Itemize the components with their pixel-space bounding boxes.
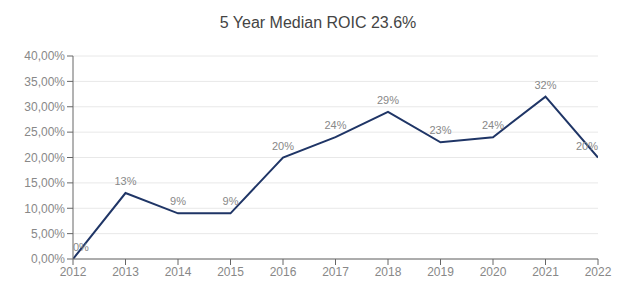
svg-text:10,00%: 10,00%: [24, 202, 65, 216]
svg-text:0,00%: 0,00%: [31, 252, 65, 266]
svg-text:2018: 2018: [375, 265, 402, 279]
svg-text:2017: 2017: [322, 265, 349, 279]
svg-text:2013: 2013: [112, 265, 139, 279]
svg-text:13%: 13%: [114, 175, 136, 187]
svg-text:9%: 9%: [223, 195, 239, 207]
svg-text:20%: 20%: [272, 140, 294, 152]
svg-text:32%: 32%: [534, 79, 556, 91]
svg-text:2019: 2019: [427, 265, 454, 279]
svg-text:40,00%: 40,00%: [24, 49, 65, 63]
svg-text:5,00%: 5,00%: [31, 227, 65, 241]
svg-text:35,00%: 35,00%: [24, 75, 65, 89]
svg-text:20,00%: 20,00%: [24, 151, 65, 165]
svg-text:2020: 2020: [480, 265, 507, 279]
svg-text:9%: 9%: [170, 195, 186, 207]
svg-text:2014: 2014: [165, 265, 192, 279]
svg-text:2015: 2015: [217, 265, 244, 279]
svg-text:24%: 24%: [324, 119, 346, 131]
svg-text:29%: 29%: [377, 94, 399, 106]
svg-text:0%: 0%: [73, 241, 89, 253]
svg-text:25,00%: 25,00%: [24, 125, 65, 139]
svg-text:2022: 2022: [585, 265, 612, 279]
svg-text:23%: 23%: [429, 124, 451, 136]
html-text:5 Year Median ROIC 23.6%: 5 Year Median ROIC 23.6%: [219, 14, 417, 31]
svg-text:24%: 24%: [482, 119, 504, 131]
svg-text:2016: 2016: [270, 265, 297, 279]
svg-text:30,00%: 30,00%: [24, 100, 65, 114]
svg-text:2021: 2021: [532, 265, 559, 279]
svg-text:20%: 20%: [576, 140, 598, 152]
svg-text:15,00%: 15,00%: [24, 176, 65, 190]
svg-text:2012: 2012: [60, 265, 87, 279]
